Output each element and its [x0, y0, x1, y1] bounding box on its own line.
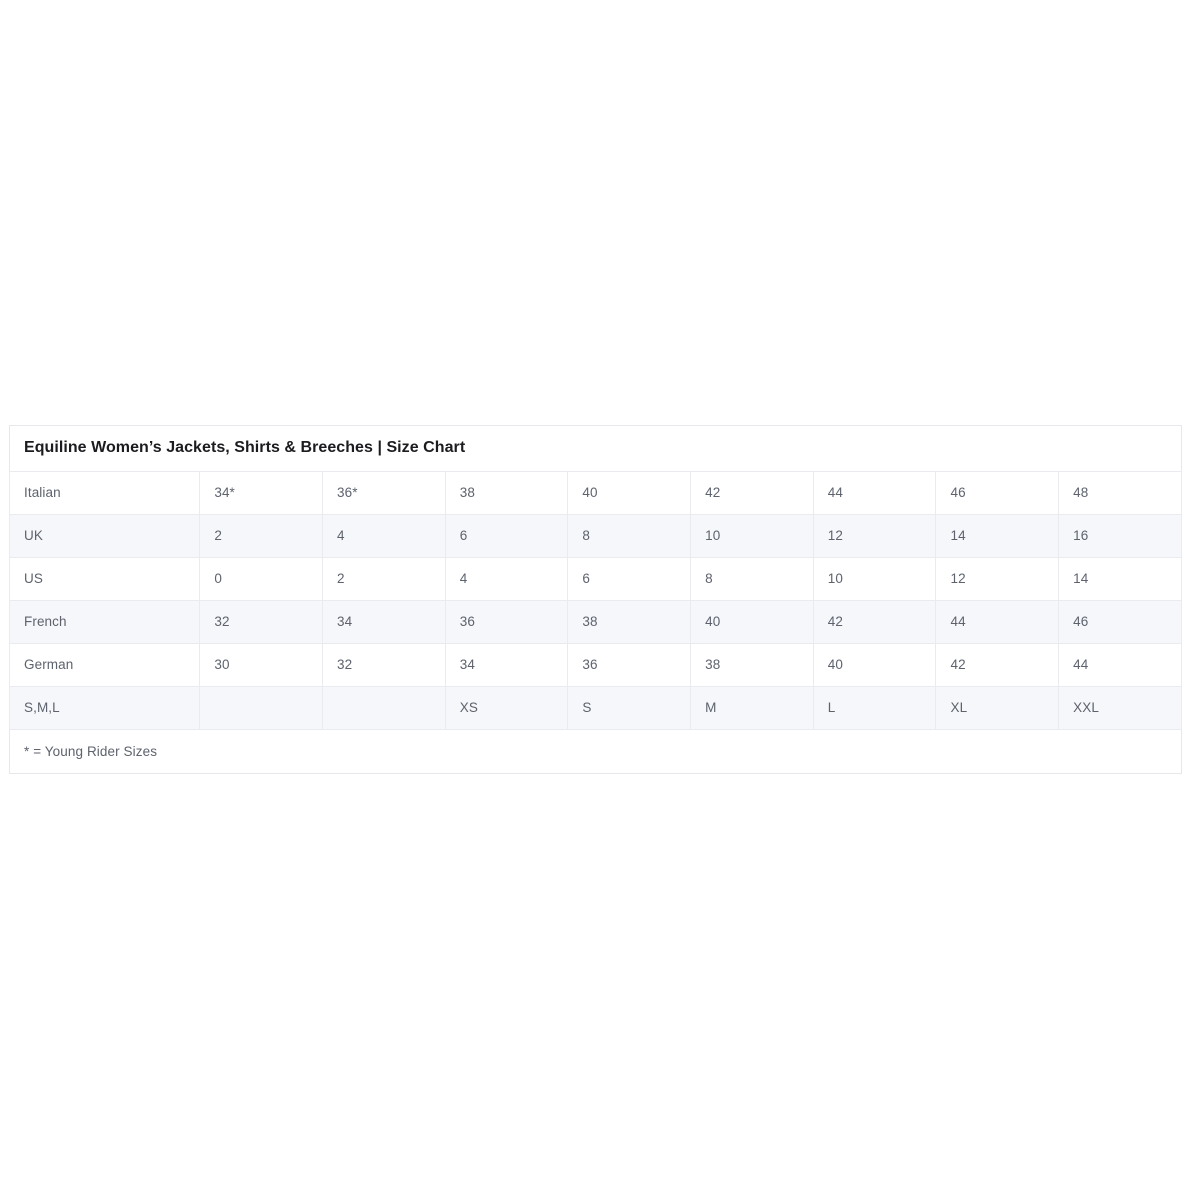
- size-chart-table: Equiline Women’s Jackets, Shirts & Breec…: [8, 425, 1182, 774]
- table-row: Italian 34* 36* 38 40 42 44 46 48: [8, 471, 1182, 515]
- row-label-uk: UK: [8, 514, 201, 558]
- cell-sml-3: XS: [444, 686, 569, 730]
- cell-french-8: 46: [1058, 600, 1182, 644]
- cell-us-8: 14: [1058, 557, 1182, 601]
- cell-us-2: 2: [322, 557, 446, 601]
- cell-uk-1: 2: [199, 514, 324, 558]
- cell-german-5: 38: [690, 643, 814, 687]
- cell-french-1: 32: [199, 600, 324, 644]
- cell-italian-2: 36*: [322, 471, 446, 515]
- cell-sml-6: L: [812, 686, 937, 730]
- cell-italian-8: 48: [1058, 471, 1182, 515]
- table-row: UK 2 4 6 8 10 12 14 16: [8, 514, 1182, 558]
- chart-title-row: Equiline Women’s Jackets, Shirts & Breec…: [9, 425, 1182, 472]
- cell-german-1: 30: [199, 643, 324, 687]
- row-label-german: German: [8, 643, 201, 687]
- size-chart-container: Equiline Women’s Jackets, Shirts & Breec…: [8, 425, 1182, 774]
- cell-italian-5: 42: [690, 471, 814, 515]
- cell-uk-8: 16: [1058, 514, 1182, 558]
- cell-uk-7: 14: [935, 514, 1060, 558]
- cell-french-5: 40: [690, 600, 814, 644]
- chart-footnote-row: * = Young Rider Sizes: [9, 729, 1182, 774]
- size-chart-body: Equiline Women’s Jackets, Shirts & Breec…: [8, 425, 1182, 774]
- cell-sml-1: [199, 686, 324, 730]
- cell-french-4: 38: [567, 600, 692, 644]
- cell-us-3: 4: [444, 557, 569, 601]
- cell-german-8: 44: [1058, 643, 1182, 687]
- cell-us-1: 0: [199, 557, 324, 601]
- cell-sml-8: XXL: [1058, 686, 1182, 730]
- cell-italian-3: 38: [444, 471, 569, 515]
- cell-us-7: 12: [935, 557, 1060, 601]
- cell-french-6: 42: [812, 600, 937, 644]
- cell-us-4: 6: [567, 557, 692, 601]
- cell-german-6: 40: [812, 643, 937, 687]
- chart-footnote: * = Young Rider Sizes: [9, 729, 1182, 774]
- table-row: French 32 34 36 38 40 42 44 46: [8, 600, 1182, 644]
- cell-italian-7: 46: [935, 471, 1060, 515]
- cell-uk-2: 4: [322, 514, 446, 558]
- cell-german-2: 32: [322, 643, 446, 687]
- table-row: German 30 32 34 36 38 40 42 44: [8, 643, 1182, 687]
- cell-uk-3: 6: [444, 514, 569, 558]
- cell-german-7: 42: [935, 643, 1060, 687]
- cell-italian-4: 40: [567, 471, 692, 515]
- cell-us-5: 8: [690, 557, 814, 601]
- cell-sml-7: XL: [935, 686, 1060, 730]
- cell-german-4: 36: [567, 643, 692, 687]
- cell-sml-4: S: [567, 686, 692, 730]
- cell-uk-6: 12: [812, 514, 937, 558]
- row-label-sml: S,M,L: [8, 686, 201, 730]
- cell-us-6: 10: [812, 557, 937, 601]
- row-label-italian: Italian: [8, 471, 201, 515]
- cell-french-7: 44: [935, 600, 1060, 644]
- cell-sml-5: M: [690, 686, 814, 730]
- table-row: US 0 2 4 6 8 10 12 14: [8, 557, 1182, 601]
- cell-german-3: 34: [444, 643, 569, 687]
- cell-uk-5: 10: [690, 514, 814, 558]
- row-label-us: US: [8, 557, 201, 601]
- cell-italian-1: 34*: [199, 471, 324, 515]
- table-row: S,M,L XS S M L XL XXL: [8, 686, 1182, 730]
- chart-title: Equiline Women’s Jackets, Shirts & Breec…: [9, 425, 1182, 472]
- cell-french-2: 34: [322, 600, 446, 644]
- cell-french-3: 36: [444, 600, 569, 644]
- cell-sml-2: [322, 686, 446, 730]
- cell-uk-4: 8: [567, 514, 692, 558]
- cell-italian-6: 44: [812, 471, 937, 515]
- row-label-french: French: [8, 600, 201, 644]
